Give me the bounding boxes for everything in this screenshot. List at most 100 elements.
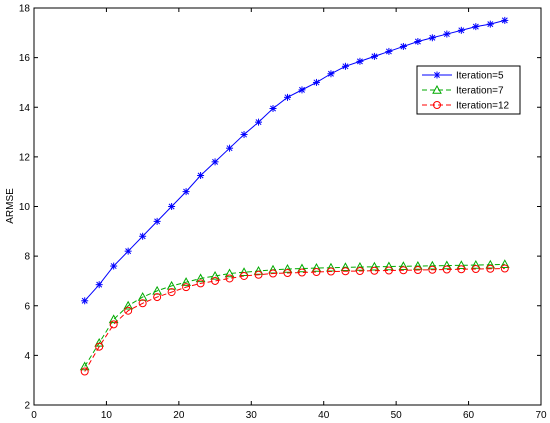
data-point — [94, 337, 105, 347]
data-point — [224, 268, 235, 278]
data-point — [499, 259, 510, 269]
data-point — [399, 42, 407, 50]
data-point — [312, 78, 320, 86]
data-point — [108, 314, 119, 324]
data-point — [253, 265, 264, 275]
legend-marker — [433, 101, 441, 109]
y-tick-label: 10 — [19, 202, 31, 213]
data-point — [254, 270, 263, 279]
data-point — [486, 264, 495, 273]
data-point — [124, 306, 133, 315]
data-point — [326, 262, 336, 272]
data-point — [370, 266, 379, 275]
data-point — [95, 342, 104, 351]
series-layer — [79, 16, 510, 376]
data-point — [414, 37, 422, 45]
data-point — [182, 283, 191, 292]
data-point — [384, 266, 393, 275]
data-point — [486, 20, 494, 28]
data-point — [326, 267, 335, 276]
data-point — [472, 23, 480, 31]
data-point — [427, 260, 438, 270]
data-point — [457, 265, 466, 274]
data-point — [441, 260, 452, 270]
data-point — [80, 367, 89, 376]
x-tick-label: 60 — [463, 410, 475, 421]
data-point — [239, 267, 249, 276]
data-point — [255, 118, 263, 126]
data-point — [210, 270, 220, 280]
data-point — [153, 293, 162, 302]
y-tick-label: 18 — [19, 4, 31, 15]
x-axis: 0 10 20 30 40 50 60 70 — [31, 8, 547, 421]
legend-label: Iteration=5 — [456, 71, 504, 82]
data-point — [240, 131, 248, 139]
data-point — [356, 57, 364, 65]
data-point — [153, 217, 161, 225]
data-point — [110, 262, 118, 270]
series-line — [84, 268, 505, 372]
data-point — [370, 52, 378, 60]
data-point — [341, 62, 349, 70]
data-point — [284, 93, 291, 101]
data-point — [182, 188, 190, 196]
data-point — [457, 26, 465, 34]
data-point — [167, 288, 176, 297]
data-point — [341, 267, 350, 276]
data-point — [443, 30, 451, 38]
data-point — [297, 263, 307, 273]
data-point — [312, 268, 321, 277]
legend: Iteration=5 Iteration=7 Iteration=12 — [416, 65, 521, 115]
series-1 — [81, 16, 509, 305]
data-point — [269, 269, 278, 278]
data-point — [168, 203, 176, 210]
y-axis: 2 4 6 8 10 12 14 16 18 — [19, 4, 541, 412]
data-point — [385, 47, 393, 55]
data-point — [340, 262, 351, 271]
data-point — [283, 268, 292, 277]
data-point — [297, 268, 306, 277]
data-point — [269, 104, 277, 112]
data-point — [369, 261, 380, 271]
data-point — [399, 266, 408, 275]
data-point — [195, 273, 206, 283]
data-point — [456, 260, 467, 270]
data-point — [79, 361, 90, 371]
data-point — [225, 274, 234, 283]
x-tick-label: 10 — [101, 410, 113, 421]
legend-marker — [432, 84, 442, 94]
y-axis-label: ARMSE — [5, 188, 16, 224]
data-point — [355, 262, 365, 271]
x-tick-label: 30 — [246, 410, 258, 421]
data-point — [413, 266, 422, 275]
data-point — [311, 263, 322, 272]
x-tick-label: 20 — [173, 410, 185, 421]
y-tick-label: 4 — [24, 351, 30, 362]
legend-entry: Iteration=5 — [422, 71, 504, 82]
legend-entry: Iteration=12 — [422, 101, 510, 112]
y-tick-label: 16 — [19, 53, 31, 64]
data-point — [413, 261, 423, 270]
legend-entry: Iteration=7 — [422, 84, 504, 97]
data-point — [181, 277, 191, 286]
series-2 — [79, 259, 510, 371]
data-point — [109, 320, 118, 329]
y-tick-label: 6 — [24, 301, 30, 312]
legend-label: Iteration=12 — [456, 101, 510, 112]
data-point — [470, 260, 481, 269]
data-point — [81, 297, 89, 305]
data-point — [123, 300, 134, 310]
x-tick-label: 0 — [31, 410, 37, 421]
data-point — [124, 247, 132, 255]
y-tick-label: 12 — [19, 152, 31, 163]
data-point — [196, 279, 205, 288]
data-point — [355, 267, 364, 276]
data-point — [197, 171, 205, 179]
data-point — [501, 16, 509, 24]
x-tick-label: 40 — [318, 410, 330, 421]
series-3 — [80, 264, 509, 376]
data-point — [384, 261, 394, 271]
x-tick-label: 50 — [391, 410, 403, 421]
data-point — [139, 232, 147, 240]
data-point — [268, 264, 278, 274]
